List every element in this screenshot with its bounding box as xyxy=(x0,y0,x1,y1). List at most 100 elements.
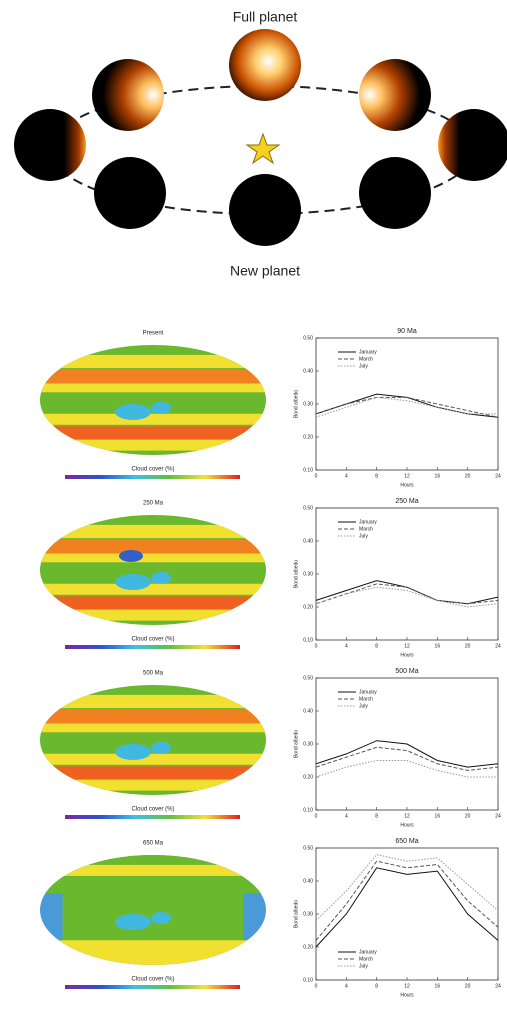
legend-label: January xyxy=(359,949,377,955)
x-tick-label: 4 xyxy=(345,983,348,989)
x-tick-label: 8 xyxy=(375,983,378,989)
map-band xyxy=(40,439,266,451)
x-tick-label: 20 xyxy=(465,473,471,479)
x-tick-label: 16 xyxy=(435,643,441,649)
map-band xyxy=(40,354,266,369)
x-tick-label: 24 xyxy=(495,473,501,479)
y-tick-label: 0.10 xyxy=(303,467,313,473)
x-tick-label: 8 xyxy=(375,643,378,649)
map-band xyxy=(40,864,266,876)
colorbar xyxy=(65,645,240,649)
legend-label: July xyxy=(359,703,368,709)
x-tick-label: 24 xyxy=(495,983,501,989)
series-line xyxy=(315,580,499,605)
colorbar-label: Cloud cover (%) xyxy=(131,807,174,813)
legend-label: January xyxy=(359,519,377,525)
map-band xyxy=(40,383,266,393)
y-tick-label: 0.30 xyxy=(303,571,313,577)
y-axis-label: Bond albedo xyxy=(293,560,299,588)
map-band xyxy=(40,369,266,388)
x-tick-label: 0 xyxy=(315,473,318,479)
y-tick-label: 0.50 xyxy=(303,675,313,681)
x-tick-label: 4 xyxy=(345,473,348,479)
map xyxy=(40,515,266,625)
x-tick-label: 12 xyxy=(404,983,410,989)
map-band xyxy=(40,723,266,733)
map xyxy=(40,855,266,965)
y-tick-label: 0.10 xyxy=(303,807,313,813)
map-band xyxy=(40,940,266,965)
map-band xyxy=(40,539,266,558)
map-blob xyxy=(151,912,171,924)
panels: Present Cloud cover (%) 250 Ma Cloud cover … xyxy=(40,328,501,998)
x-tick-label: 16 xyxy=(435,983,441,989)
y-tick-label: 0.20 xyxy=(303,774,313,780)
x-tick-label: 20 xyxy=(465,643,471,649)
x-tick-label: 4 xyxy=(345,813,348,819)
planet-crescent xyxy=(438,109,507,181)
map-band xyxy=(40,609,266,621)
x-axis-label: Hours xyxy=(400,822,414,828)
chart-title: 90 Ma xyxy=(397,328,417,335)
x-axis-label: Hours xyxy=(400,482,414,488)
x-tick-label: 20 xyxy=(465,983,471,989)
y-tick-label: 0.20 xyxy=(303,604,313,610)
star xyxy=(245,132,281,165)
map-band xyxy=(40,753,266,765)
colorbar xyxy=(65,815,240,819)
map xyxy=(40,685,266,795)
plot-frame xyxy=(315,847,499,981)
y-tick-label: 0.20 xyxy=(303,434,313,440)
map-band xyxy=(40,553,266,563)
planet-new xyxy=(229,174,301,246)
map-blob xyxy=(115,914,151,930)
colorbar xyxy=(65,475,240,479)
legend-label: March xyxy=(359,356,373,362)
legend-label: July xyxy=(359,363,368,369)
legend-label: March xyxy=(359,696,373,702)
x-tick-label: 0 xyxy=(315,983,318,989)
map-blob xyxy=(119,550,143,562)
map-blob xyxy=(151,742,171,754)
series-line xyxy=(315,760,498,778)
x-tick-label: 24 xyxy=(495,643,501,649)
x-tick-label: 0 xyxy=(315,813,318,819)
new-label: New planet xyxy=(230,263,300,279)
y-axis-label: Bond albedo xyxy=(293,730,299,758)
planet-dark xyxy=(94,157,166,229)
chart-title: 250 Ma xyxy=(395,498,418,505)
map-band xyxy=(40,524,266,539)
series-line xyxy=(315,746,499,771)
full-label: Full planet xyxy=(233,9,298,25)
map xyxy=(40,345,266,455)
y-tick-label: 0.10 xyxy=(303,637,313,643)
x-tick-label: 0 xyxy=(315,643,318,649)
planet-gibbous xyxy=(92,59,164,131)
y-tick-label: 0.10 xyxy=(303,977,313,983)
series-line xyxy=(315,583,499,605)
legend-label: March xyxy=(359,956,373,962)
series-line xyxy=(315,860,499,941)
map-band xyxy=(40,709,266,728)
y-tick-label: 0.40 xyxy=(303,368,313,374)
y-tick-label: 0.30 xyxy=(303,911,313,917)
series-line xyxy=(315,396,499,418)
legend-label: July xyxy=(359,533,368,539)
planet-crescent xyxy=(14,109,86,181)
x-tick-label: 12 xyxy=(404,643,410,649)
legend-label: January xyxy=(359,689,377,695)
series-line xyxy=(315,396,498,418)
map-blob xyxy=(151,402,171,414)
map-title: Present xyxy=(143,331,164,337)
series-line xyxy=(315,740,499,768)
y-tick-label: 0.30 xyxy=(303,401,313,407)
legend-label: July xyxy=(359,963,368,969)
colorbar-label: Cloud cover (%) xyxy=(131,637,174,643)
x-tick-label: 12 xyxy=(404,813,410,819)
x-axis-label: Hours xyxy=(400,992,414,998)
map-blob xyxy=(115,744,151,760)
plot-frame xyxy=(315,507,499,641)
y-tick-label: 0.40 xyxy=(303,538,313,544)
x-tick-label: 4 xyxy=(345,643,348,649)
